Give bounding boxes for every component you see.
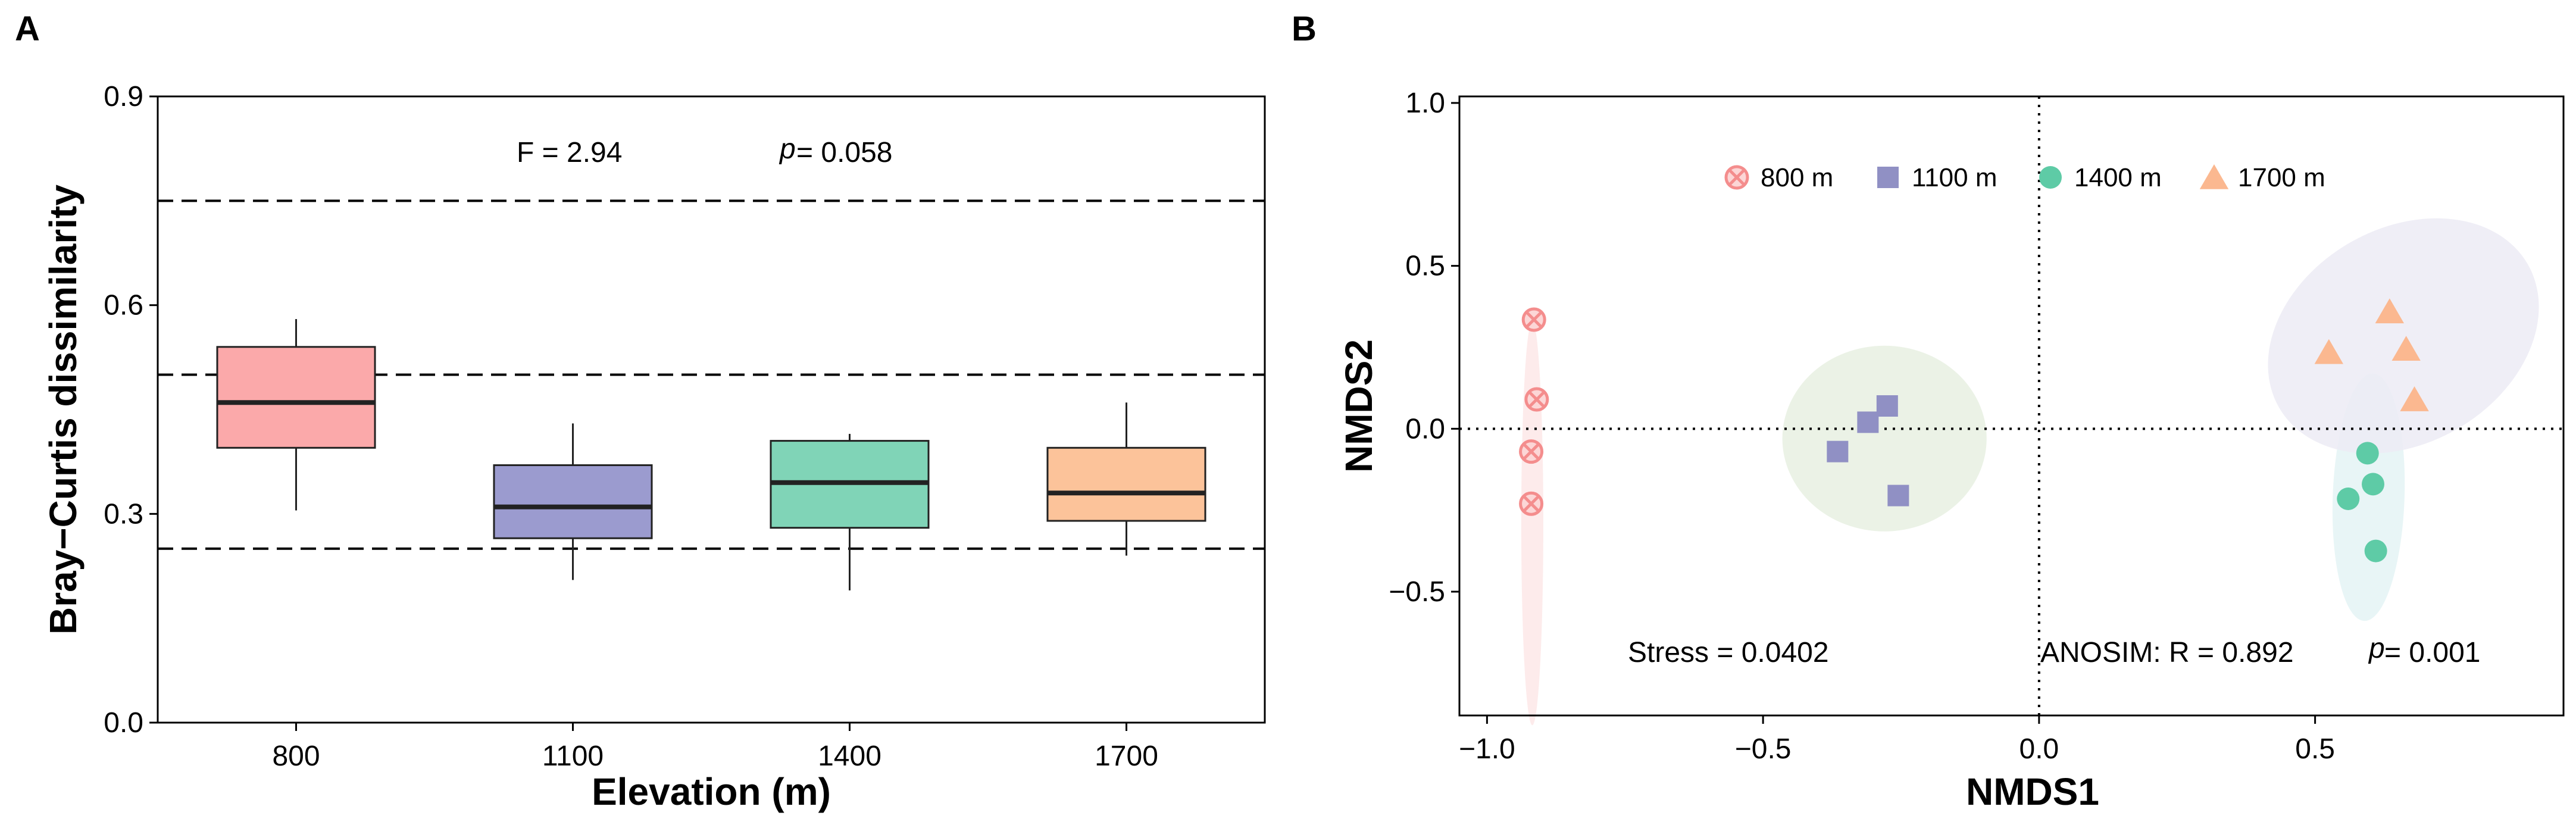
x-axis-ticks: 800 1100 1400 1700 [272, 723, 1158, 772]
box-group-1100 [493, 423, 653, 580]
x-axis-title: Elevation (m) [592, 770, 831, 813]
x-stroke [1522, 442, 1540, 461]
circle-marker [2039, 166, 2062, 189]
x-stroke [1528, 390, 1546, 408]
stress-label: Stress = 0.0402 [1628, 637, 1829, 668]
square-marker [1857, 411, 1879, 433]
boxes [216, 319, 1206, 590]
x-tick-label: 1400 [818, 740, 881, 772]
x-tick-label: 0.0 [2019, 733, 2059, 765]
y-axis-title-b: NMDS2 [1337, 339, 1380, 473]
reference-lines [158, 199, 1265, 550]
triangle-marker [2199, 164, 2229, 189]
y-tick-label: 0.9 [104, 81, 143, 112]
point-800-m [1521, 307, 1546, 332]
point-800-m [1519, 439, 1544, 464]
y-tick-label: 1.0 [1405, 88, 1445, 119]
y-axis-ticks-b: −0.5 0.0 0.5 1.0 [1389, 88, 1459, 608]
legend-label: 800 m [1761, 163, 1833, 192]
point-1100-m [1887, 485, 1909, 507]
point-1700-m [2391, 336, 2421, 361]
legend-marker-800-m [1724, 165, 1749, 190]
panel-label-b: B [1292, 10, 1317, 48]
ellipse-1100-m [1782, 345, 1987, 532]
x-tick-label: −0.5 [1735, 733, 1792, 765]
p-value-b: = 0.001 [2384, 637, 2480, 668]
ellipse-1700-m [2268, 218, 2539, 454]
points [1519, 298, 2429, 562]
triangle-marker [2391, 336, 2421, 361]
y-axis-title: Bray−Curtis dissimilarity [42, 185, 85, 635]
x-tick-label: −1.0 [1459, 733, 1515, 765]
box-group-1400 [770, 433, 930, 590]
legend-label: 1700 m [2238, 163, 2325, 192]
legend-label: 1100 m [1912, 163, 1997, 192]
point-1400-m [2337, 488, 2360, 510]
f-statistic: F = 2.94 [517, 137, 622, 168]
p-label: p [779, 133, 796, 165]
legend: 800 m 1100 m 1400 m 1700 m [1724, 163, 2325, 192]
x-tick-label: 1100 [542, 740, 604, 772]
x-axis-ticks-b: −1.0 −0.5 0.0 0.5 [1459, 715, 2335, 765]
point-1700-m [2400, 386, 2429, 411]
x-stroke [1525, 311, 1543, 329]
zero-guides [1459, 96, 2564, 715]
point-1100-m [1857, 411, 1879, 433]
plot-frame-b [1458, 95, 2565, 717]
point-1100-m [1876, 395, 1898, 417]
box-group-800 [216, 319, 376, 511]
x-stroke [1522, 495, 1540, 512]
point-1400-m [2356, 442, 2379, 465]
y-tick-label: −0.5 [1389, 576, 1445, 608]
circle-marker [2362, 473, 2385, 496]
point-1700-m [2314, 339, 2344, 364]
anosim-label: ANOSIM: R = 0.892 [2040, 637, 2294, 668]
nmds-panel: −1.0 −0.5 0.0 0.5 −0.5 0.0 0.5 1.0 800 m 1100 m… [1337, 88, 2565, 813]
square-marker [1877, 167, 1899, 188]
circle-marker [2337, 488, 2360, 510]
x-tick-label: 0.5 [2295, 733, 2335, 765]
ellipse-800-m [1521, 321, 1543, 726]
y-tick-label: 0.5 [1405, 251, 1445, 282]
square-marker [1827, 440, 1849, 462]
triangle-marker [2375, 298, 2405, 324]
box [1046, 446, 1206, 522]
point-1700-m [2375, 298, 2405, 324]
panel-label-a: A [15, 10, 40, 48]
ellipses [1521, 218, 2539, 726]
boxplot-panel: 0.0 0.3 0.6 0.9 800 1100 1400 1700 Elevation (… [42, 81, 1266, 813]
circle-marker [2364, 539, 2387, 562]
point-800-m [1524, 387, 1549, 412]
box-group-1700 [1046, 402, 1206, 556]
box [216, 346, 376, 449]
point-800-m [1519, 491, 1544, 516]
plot-frame [157, 95, 1266, 724]
p-value: = 0.058 [796, 137, 892, 168]
point-1400-m [2364, 539, 2387, 562]
square-marker [1876, 395, 1898, 417]
legend-marker-1400-m [2039, 166, 2062, 189]
legend-marker-1100-m [1877, 167, 1899, 188]
x-tick-label: 1700 [1095, 740, 1158, 772]
x-tick-label: 800 [272, 740, 320, 772]
square-marker [1887, 485, 1909, 507]
y-tick-label: 0.3 [104, 498, 143, 530]
circle-marker [2356, 442, 2379, 465]
y-tick-label: 0.6 [104, 290, 143, 321]
legend-label: 1400 m [2074, 163, 2162, 192]
triangle-marker [2400, 386, 2429, 411]
y-axis-ticks: 0.0 0.3 0.6 0.9 [104, 81, 158, 739]
x-stroke [1728, 168, 1746, 186]
legend-marker-1700-m [2199, 164, 2229, 189]
x-axis-title-b: NMDS1 [1966, 770, 2099, 813]
point-1400-m [2362, 473, 2385, 496]
triangle-marker [2314, 339, 2344, 364]
p-label-b: p [2368, 633, 2385, 664]
box [493, 464, 653, 539]
point-1100-m [1827, 440, 1849, 462]
y-tick-label: 0.0 [1405, 413, 1445, 445]
y-tick-label: 0.0 [104, 707, 143, 739]
